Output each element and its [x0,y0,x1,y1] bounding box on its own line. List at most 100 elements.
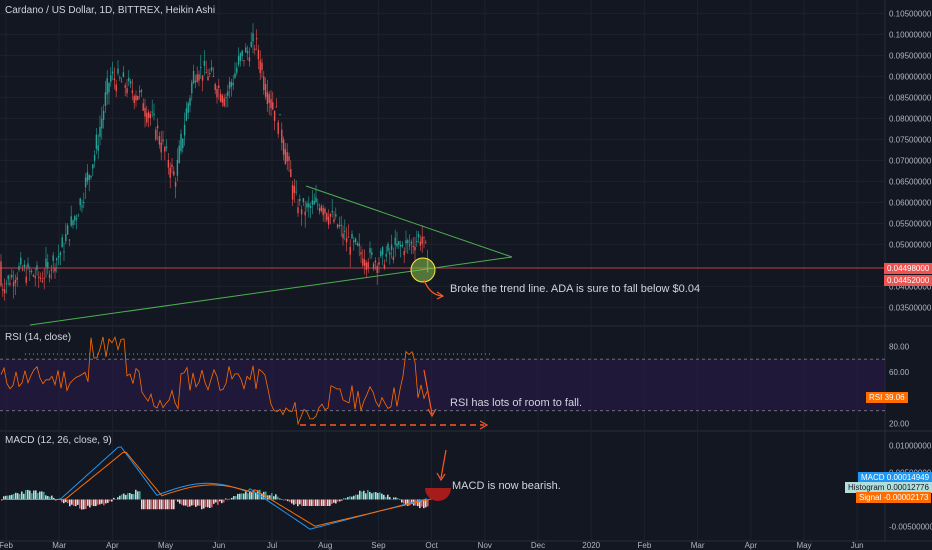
macd-histogram-bar [347,497,349,500]
candle-body [147,112,150,119]
candle-body [45,258,47,268]
macd-histogram-bar [253,489,255,500]
candle-body [180,133,182,152]
candle-body [250,41,252,47]
macd-histogram-bar [189,499,191,507]
macd-histogram-bar [215,499,217,503]
macd-histogram-bar [409,499,411,506]
candle-body [149,113,152,118]
candle-body [205,72,207,74]
macd-histogram-bar [319,499,321,506]
candle-body [54,267,56,272]
macd-histogram-bar [69,499,71,507]
candle-body [39,278,42,280]
candle-body [210,67,213,71]
macd-histogram-bar [225,498,227,500]
macd-histogram-bar [241,493,243,500]
macd-histogram-bar [407,499,409,506]
rsi-annotation-arrow [423,369,433,415]
macd-histogram-bar [151,499,153,510]
macd-histogram-bar [397,498,399,500]
candle-body [408,244,411,246]
macd-histogram-bar [315,499,317,506]
candle-body [106,78,108,95]
macd-histogram-bar [77,499,79,505]
macd-histogram-bar [23,493,25,500]
candle-body [243,60,245,62]
macd-histogram-bar [395,497,397,500]
macd-histogram-bar [71,499,73,505]
candle-body [270,99,272,109]
candle-body [365,262,368,270]
macd-histogram-bar [363,490,365,500]
candle-body [57,255,60,258]
candle-body [189,98,191,106]
price-tick-label: 0.09000000 [889,72,932,81]
trend-arrow-head [436,291,445,300]
candle-body [261,62,263,70]
candle-body [124,85,126,88]
price-label-high: 0.04498000 [884,263,932,274]
candle-body [295,191,297,193]
macd-histogram-bar [257,490,259,500]
macd-histogram-bar [285,499,287,501]
macd-histogram-bar [169,499,171,510]
candle-body [200,66,202,68]
candle-body [239,53,242,61]
candle-body [146,112,148,123]
macd-histogram-bar [269,495,271,500]
macd-histogram-bar [339,499,341,502]
macd-histogram-bar [163,499,165,510]
macd-histogram-bar [247,493,249,500]
price-tick-label: 0.08000000 [889,114,932,123]
candle-body [288,156,290,161]
candle-body [331,210,333,213]
candle-body [299,198,301,202]
x-tick-label: Apr [106,541,119,550]
macd-histogram-bar [323,499,325,506]
macd-histogram-bar [425,499,427,508]
candle-body [43,278,45,280]
rsi-tick-label: 20.00 [889,420,910,429]
candle-body [137,96,139,100]
candle-body [21,269,24,271]
falling-trend-line [305,185,513,258]
candle-body [367,262,369,268]
macd-histogram-bar [75,499,77,507]
macd-histogram-bar [277,496,279,500]
macd-histogram-bar [5,495,7,500]
macd-histogram-bar [129,493,131,500]
macd-histogram-bar [237,493,239,500]
candle-body [151,111,153,113]
candle-body [23,264,26,268]
candle-body [5,283,8,285]
macd-histogram-bar [307,499,309,506]
candle-body [129,81,132,84]
price-tick-label: 0.07000000 [889,156,932,165]
macd-histogram-bar [191,499,193,506]
candle-body [392,256,395,261]
candle-body [338,225,341,227]
macd-histogram-bar [217,499,219,505]
macd-histogram-bar [331,499,333,505]
price-tick-label: 0.06500000 [889,177,932,186]
candle-body [0,261,2,286]
macd-histogram-bar [205,499,207,508]
macd-histogram-bar [185,499,187,506]
macd-histogram-bar [353,495,355,500]
macd-histogram-bar [47,496,49,500]
macd-histogram-bar [157,499,159,510]
candle-body [27,263,29,268]
candle-body [259,60,261,73]
macd-histogram-bar [141,499,143,510]
candle-body [297,207,299,214]
macd-histogram-bar [301,499,303,506]
macd-histogram-bar [231,497,233,500]
macd-histogram-bar [89,499,91,508]
candle-body [198,74,200,81]
macd-histogram-bar [369,491,371,500]
candle-body [25,276,27,283]
candle-body [86,172,89,182]
macd-histogram-bar [133,494,135,500]
